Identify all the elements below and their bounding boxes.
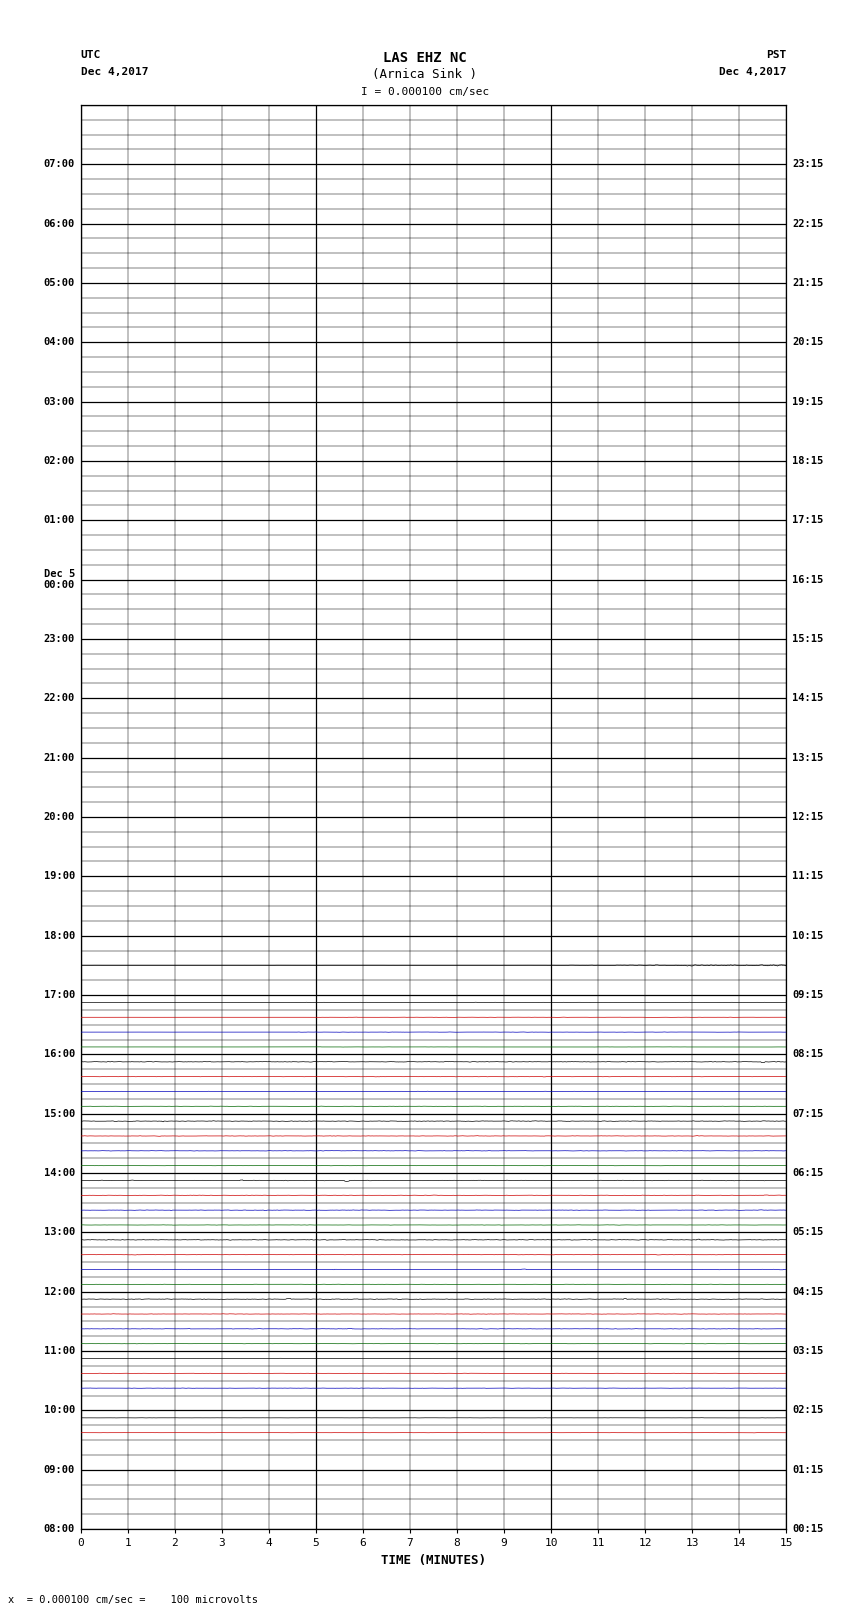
Text: 07:00: 07:00 [44, 160, 75, 169]
Text: 04:00: 04:00 [44, 337, 75, 347]
Text: 19:15: 19:15 [792, 397, 823, 406]
Text: 15:00: 15:00 [44, 1108, 75, 1119]
Text: 21:15: 21:15 [792, 277, 823, 287]
Text: (Arnica Sink ): (Arnica Sink ) [372, 68, 478, 81]
Text: 03:00: 03:00 [44, 397, 75, 406]
Text: 18:00: 18:00 [44, 931, 75, 940]
Text: 11:15: 11:15 [792, 871, 823, 881]
Text: UTC: UTC [81, 50, 101, 60]
Text: 22:00: 22:00 [44, 694, 75, 703]
Text: x  = 0.000100 cm/sec =    100 microvolts: x = 0.000100 cm/sec = 100 microvolts [8, 1595, 258, 1605]
Text: PST: PST [766, 50, 786, 60]
Text: 10:00: 10:00 [44, 1405, 75, 1416]
Text: 04:15: 04:15 [792, 1287, 823, 1297]
Text: 14:15: 14:15 [792, 694, 823, 703]
Text: Dec 4,2017: Dec 4,2017 [81, 68, 148, 77]
Text: 06:15: 06:15 [792, 1168, 823, 1177]
Text: 11:00: 11:00 [44, 1347, 75, 1357]
Text: 22:15: 22:15 [792, 218, 823, 229]
Text: 17:00: 17:00 [44, 990, 75, 1000]
Text: 05:15: 05:15 [792, 1227, 823, 1237]
Text: 10:15: 10:15 [792, 931, 823, 940]
Text: 09:00: 09:00 [44, 1465, 75, 1474]
Text: 15:15: 15:15 [792, 634, 823, 644]
Text: 20:00: 20:00 [44, 811, 75, 823]
Text: 20:15: 20:15 [792, 337, 823, 347]
Text: LAS EHZ NC: LAS EHZ NC [383, 50, 467, 65]
Text: 08:00: 08:00 [44, 1524, 75, 1534]
Text: 08:15: 08:15 [792, 1050, 823, 1060]
Text: 16:00: 16:00 [44, 1050, 75, 1060]
Text: 18:15: 18:15 [792, 456, 823, 466]
Text: 00:15: 00:15 [792, 1524, 823, 1534]
Text: Dec 5
00:00: Dec 5 00:00 [44, 569, 75, 590]
Text: 23:15: 23:15 [792, 160, 823, 169]
Text: 02:00: 02:00 [44, 456, 75, 466]
Text: 07:15: 07:15 [792, 1108, 823, 1119]
Text: I = 0.000100 cm/sec: I = 0.000100 cm/sec [361, 87, 489, 97]
Text: 19:00: 19:00 [44, 871, 75, 881]
Text: 13:15: 13:15 [792, 753, 823, 763]
Text: 14:00: 14:00 [44, 1168, 75, 1177]
Text: 12:00: 12:00 [44, 1287, 75, 1297]
Text: 17:15: 17:15 [792, 515, 823, 526]
Text: 09:15: 09:15 [792, 990, 823, 1000]
Text: 16:15: 16:15 [792, 574, 823, 584]
Text: 01:00: 01:00 [44, 515, 75, 526]
Text: 03:15: 03:15 [792, 1347, 823, 1357]
Text: 13:00: 13:00 [44, 1227, 75, 1237]
Text: 21:00: 21:00 [44, 753, 75, 763]
Text: 05:00: 05:00 [44, 277, 75, 287]
Text: 12:15: 12:15 [792, 811, 823, 823]
X-axis label: TIME (MINUTES): TIME (MINUTES) [381, 1553, 486, 1566]
Text: 02:15: 02:15 [792, 1405, 823, 1416]
Text: Dec 4,2017: Dec 4,2017 [719, 68, 786, 77]
Text: 01:15: 01:15 [792, 1465, 823, 1474]
Text: 23:00: 23:00 [44, 634, 75, 644]
Text: 06:00: 06:00 [44, 218, 75, 229]
